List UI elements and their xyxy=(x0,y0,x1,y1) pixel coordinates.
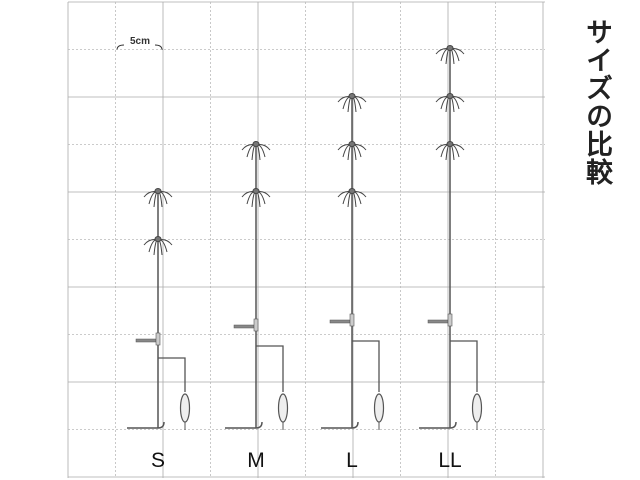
size-label: L xyxy=(346,449,358,472)
swivel xyxy=(155,332,161,346)
swivel xyxy=(253,318,259,332)
float xyxy=(233,324,255,329)
size-label: M xyxy=(247,449,265,472)
sinker xyxy=(179,393,191,423)
squid-jig xyxy=(241,188,271,208)
float xyxy=(135,338,157,343)
squid-jig xyxy=(435,141,465,161)
swivel xyxy=(447,313,453,327)
squid-jig xyxy=(435,93,465,113)
title: サイズの比較 xyxy=(582,18,612,186)
squid-jig xyxy=(337,188,367,208)
scale-label: 5cm xyxy=(130,36,150,47)
sinker xyxy=(471,393,483,423)
size-label: LL xyxy=(438,449,461,472)
sinker xyxy=(373,393,385,423)
squid-jig xyxy=(143,188,173,208)
float xyxy=(427,319,449,324)
bottom-hook xyxy=(127,421,165,429)
bottom-hook xyxy=(321,421,359,429)
squid-jig xyxy=(337,141,367,161)
size-label: S xyxy=(151,449,165,472)
branch-arm xyxy=(158,357,186,392)
bottom-hook xyxy=(225,421,263,429)
branch-arm xyxy=(352,340,380,392)
bottom-hook xyxy=(419,421,457,429)
squid-jig xyxy=(435,45,465,65)
squid-jig xyxy=(337,93,367,113)
swivel xyxy=(349,313,355,327)
float xyxy=(329,319,351,324)
squid-jig xyxy=(143,236,173,256)
branch-arm xyxy=(450,340,478,392)
squid-jig xyxy=(241,141,271,161)
branch-arm xyxy=(256,345,284,392)
sinker xyxy=(277,393,289,423)
